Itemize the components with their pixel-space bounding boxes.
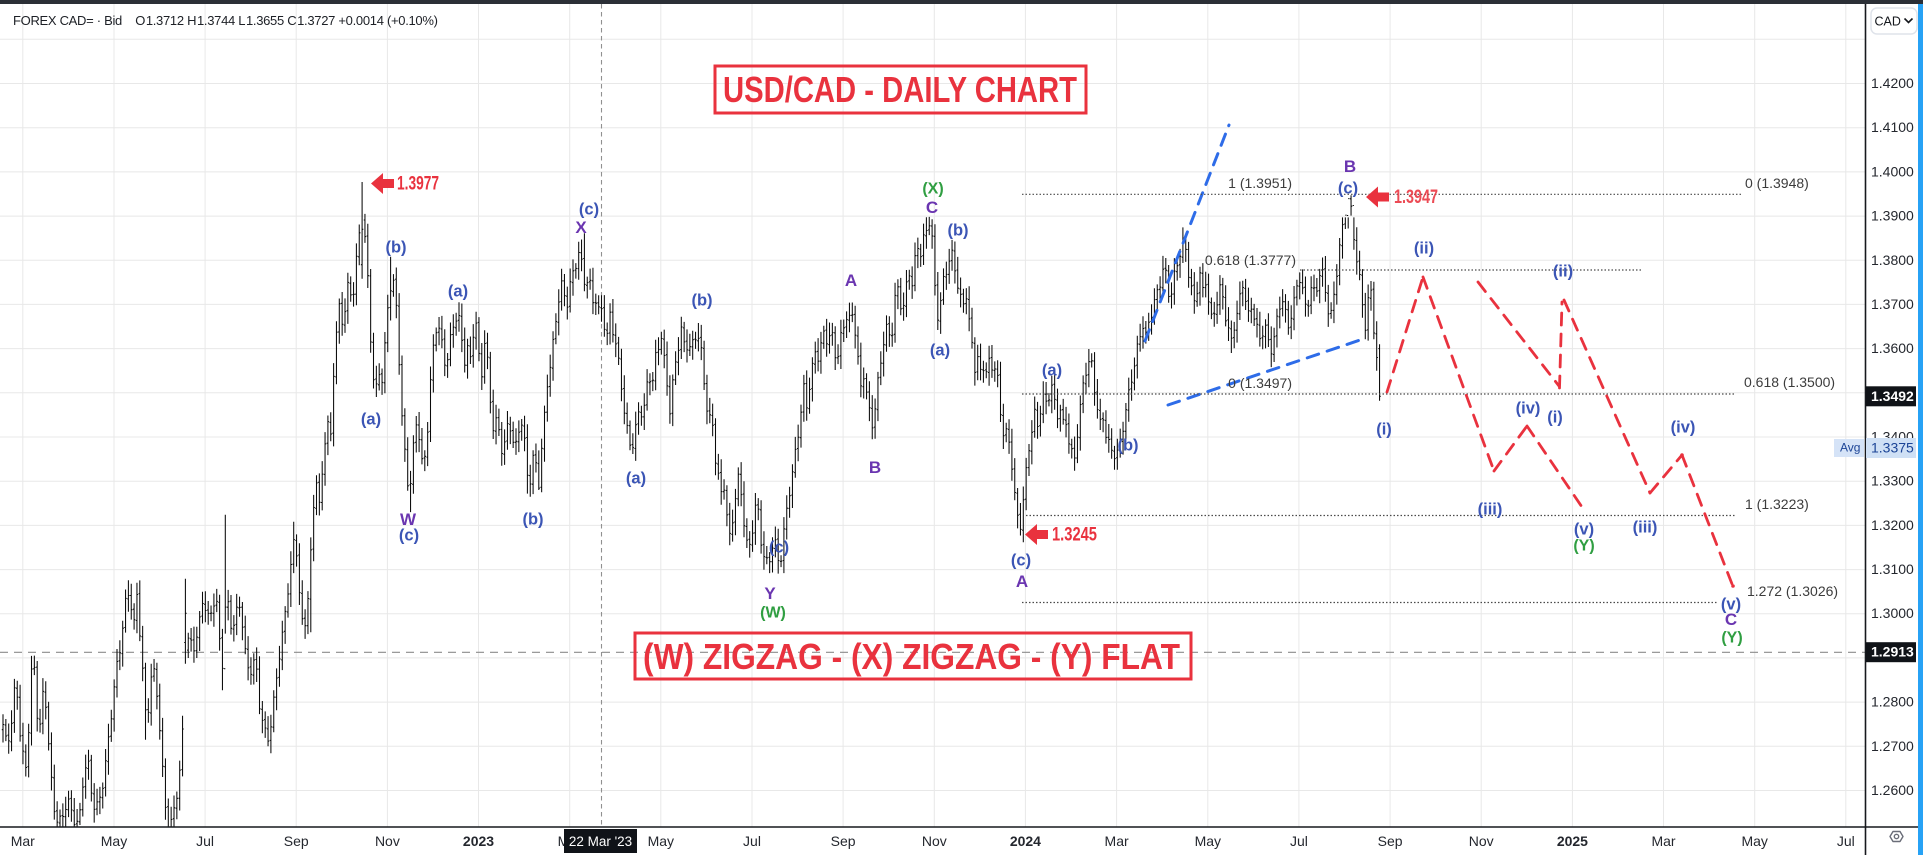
svg-text:2024: 2024 xyxy=(1010,833,1041,849)
svg-text:22 Mar '23: 22 Mar '23 xyxy=(569,834,632,849)
svg-text:Y: Y xyxy=(764,584,776,603)
svg-text:(ii): (ii) xyxy=(1414,240,1434,258)
svg-text:1.2800: 1.2800 xyxy=(1871,694,1914,710)
svg-text:May: May xyxy=(1741,833,1767,849)
svg-text:Nov: Nov xyxy=(375,833,400,849)
svg-text:1.2913: 1.2913 xyxy=(1871,644,1914,660)
svg-text:(c): (c) xyxy=(399,527,419,545)
svg-text:(iv): (iv) xyxy=(1671,419,1696,437)
svg-text:Nov: Nov xyxy=(1469,833,1494,849)
svg-text:(X): (X) xyxy=(922,181,943,198)
svg-text:FOREX CAD= · Bid O 1.3712: FOREX CAD= · Bid O 1.3712 H 1.3744 L 1.3… xyxy=(13,13,438,28)
svg-text:1.4000: 1.4000 xyxy=(1871,163,1914,179)
svg-text:1.3245: 1.3245 xyxy=(1052,525,1097,546)
svg-text:1.3947: 1.3947 xyxy=(1394,187,1438,208)
svg-text:Jul: Jul xyxy=(196,833,214,849)
svg-text:2025: 2025 xyxy=(1557,833,1588,849)
svg-text:B: B xyxy=(869,458,881,477)
svg-text:Sep: Sep xyxy=(284,833,309,849)
svg-text:A: A xyxy=(1016,572,1028,591)
svg-text:USD/CAD - DAILY CHART: USD/CAD - DAILY CHART xyxy=(723,69,1077,110)
svg-text:1.3600: 1.3600 xyxy=(1871,340,1914,356)
svg-text:1.3300: 1.3300 xyxy=(1871,473,1914,489)
svg-text:0 (1.3497): 0 (1.3497) xyxy=(1228,375,1292,391)
svg-text:A: A xyxy=(845,271,857,290)
svg-text:0.618 (1.3500): 0.618 (1.3500) xyxy=(1744,374,1835,390)
svg-text:Jul: Jul xyxy=(1290,833,1308,849)
svg-text:(a): (a) xyxy=(361,411,381,429)
svg-text:0.618 (1.3777): 0.618 (1.3777) xyxy=(1205,252,1296,268)
svg-text:1 (1.3223): 1 (1.3223) xyxy=(1745,496,1809,512)
svg-text:(v): (v) xyxy=(1574,521,1594,539)
svg-text:Jul: Jul xyxy=(743,833,761,849)
svg-text:(Y): (Y) xyxy=(1721,630,1742,647)
svg-text:CAD: CAD xyxy=(1875,15,1901,29)
svg-text:(b): (b) xyxy=(691,292,712,310)
svg-text:(i): (i) xyxy=(1376,421,1392,439)
svg-text:(i): (i) xyxy=(1547,409,1563,427)
svg-text:1.3492: 1.3492 xyxy=(1871,388,1914,404)
svg-text:1.272 (1.3026): 1.272 (1.3026) xyxy=(1747,583,1838,599)
svg-text:Mar: Mar xyxy=(1651,833,1675,849)
svg-text:1.3977: 1.3977 xyxy=(397,174,439,195)
svg-text:(v): (v) xyxy=(1721,596,1741,614)
svg-text:1 (1.3951): 1 (1.3951) xyxy=(1228,175,1292,191)
svg-text:(b): (b) xyxy=(1117,437,1138,455)
svg-text:(ii): (ii) xyxy=(1553,263,1573,281)
svg-text:(c): (c) xyxy=(1011,552,1031,570)
svg-text:1.4100: 1.4100 xyxy=(1871,119,1914,135)
svg-text:1.3100: 1.3100 xyxy=(1871,561,1914,577)
svg-text:(iii): (iii) xyxy=(1478,501,1503,519)
svg-text:1.3200: 1.3200 xyxy=(1871,517,1914,533)
svg-text:May: May xyxy=(101,833,127,849)
svg-text:1.3900: 1.3900 xyxy=(1871,208,1914,224)
svg-text:(c): (c) xyxy=(579,201,599,219)
svg-text:(a): (a) xyxy=(1042,362,1062,380)
svg-text:(iv): (iv) xyxy=(1516,400,1541,418)
svg-text:1.2700: 1.2700 xyxy=(1871,738,1914,754)
svg-text:1.3700: 1.3700 xyxy=(1871,296,1914,312)
svg-text:May: May xyxy=(1195,833,1221,849)
svg-text:1.3375: 1.3375 xyxy=(1871,440,1914,456)
svg-text:C: C xyxy=(1725,610,1737,629)
svg-text:X: X xyxy=(575,218,587,237)
svg-text:Sep: Sep xyxy=(831,833,856,849)
svg-text:(b): (b) xyxy=(385,239,406,257)
svg-text:(iii): (iii) xyxy=(1633,519,1658,537)
svg-text:Avg: Avg xyxy=(1840,441,1860,455)
svg-text:2023: 2023 xyxy=(463,833,494,849)
svg-text:1.3800: 1.3800 xyxy=(1871,252,1914,268)
svg-text:(a): (a) xyxy=(448,283,468,301)
svg-text:Sep: Sep xyxy=(1378,833,1403,849)
svg-text:(Y): (Y) xyxy=(1573,538,1594,555)
svg-text:Mar: Mar xyxy=(1105,833,1129,849)
svg-text:(a): (a) xyxy=(930,342,950,360)
svg-text:B: B xyxy=(1344,157,1356,176)
svg-text:(W) ZIGZAG - (X) ZIGZAG - (Y): (W) ZIGZAG - (X) ZIGZAG - (Y) FLAT xyxy=(643,636,1180,677)
svg-text:(a): (a) xyxy=(626,470,646,488)
svg-text:C: C xyxy=(926,198,938,217)
svg-text:Nov: Nov xyxy=(922,833,947,849)
svg-text:May: May xyxy=(648,833,674,849)
svg-text:(c): (c) xyxy=(1338,180,1358,198)
svg-text:(b): (b) xyxy=(522,511,543,529)
svg-text:Mar: Mar xyxy=(11,833,35,849)
svg-text:(b): (b) xyxy=(947,222,968,240)
svg-text:1.4200: 1.4200 xyxy=(1871,75,1914,91)
svg-text:1.2600: 1.2600 xyxy=(1871,782,1914,798)
svg-text:(c): (c) xyxy=(769,539,789,557)
svg-text:1.3000: 1.3000 xyxy=(1871,605,1914,621)
svg-text:W: W xyxy=(400,510,417,529)
svg-text:0 (1.3948): 0 (1.3948) xyxy=(1745,175,1809,191)
svg-text:Jul: Jul xyxy=(1837,833,1855,849)
svg-text:(W): (W) xyxy=(760,605,786,622)
